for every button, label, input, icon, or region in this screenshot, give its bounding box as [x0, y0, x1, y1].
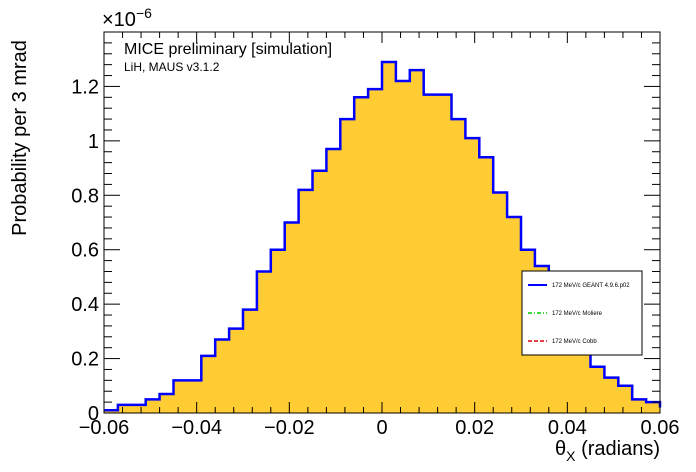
histogram-bar — [104, 410, 119, 413]
histogram-bar — [117, 404, 133, 413]
y-tick-label: 0.4 — [71, 294, 99, 316]
histogram-bar — [395, 80, 411, 413]
histogram-bar — [368, 89, 383, 414]
histogram-bar — [131, 404, 146, 413]
x-tick-label: −0.06 — [79, 417, 130, 439]
x-tick-label: −0.04 — [171, 417, 222, 439]
axis-ticks — [103, 31, 661, 414]
histogram-bar — [173, 380, 188, 413]
histogram-bar — [145, 399, 160, 413]
histogram-bar — [340, 119, 355, 413]
y-tick-label: 0.6 — [71, 240, 99, 262]
histogram-bar — [312, 170, 327, 413]
x-tick-label: 0 — [376, 417, 387, 439]
y-tick-label: 0.2 — [71, 349, 99, 371]
histogram-bar — [493, 192, 508, 413]
legend: 172 MeV/c GEANT 4.9.6.p02 172 MeV/c Moli… — [521, 270, 643, 356]
histogram-bar — [326, 149, 341, 413]
histogram-bar — [256, 271, 272, 413]
histogram-bar — [632, 399, 647, 413]
histogram-bar — [423, 94, 438, 413]
y-tick-label: 0 — [88, 403, 99, 425]
y-tick-label: 1 — [88, 131, 99, 153]
legend-label-geant: 172 MeV/c GEANT 4.9.6.p02 — [552, 283, 630, 289]
annotation-version: LiH, MAUS v3.1.2 — [124, 60, 220, 74]
histogram-bar — [201, 355, 216, 413]
y-tick-labels: 0 0.2 0.4 0.6 0.8 1 1.2 — [71, 76, 99, 425]
histogram-bar — [284, 222, 299, 413]
histogram-bar — [409, 70, 424, 413]
histogram-bar — [382, 61, 397, 413]
histogram-bar — [618, 385, 633, 413]
y-axis-title: Probability per 3 mrad — [9, 40, 31, 236]
histogram-bar — [604, 377, 619, 413]
histogram-bar — [451, 119, 466, 413]
y-tick-label: 1.2 — [71, 76, 99, 98]
x-tick-label: 0.02 — [455, 417, 494, 439]
histogram-bar — [354, 97, 369, 414]
histogram-bar — [243, 309, 258, 413]
histogram-bar — [479, 157, 494, 413]
histogram-bar — [159, 393, 174, 413]
histogram-bar — [437, 94, 452, 413]
y-tick-label: 0.8 — [71, 185, 99, 207]
legend-label-moliere: 172 MeV/c Moliere — [552, 311, 603, 317]
histogram-bar — [646, 402, 661, 413]
x-tick-label: −0.02 — [264, 417, 315, 439]
histogram-bar — [590, 366, 605, 413]
annotation-preliminary: MICE preliminary [simulation] — [124, 41, 332, 58]
histogram-bars — [104, 61, 661, 414]
x-axis-title: θX (radians) — [555, 438, 660, 464]
x-tick-labels: −0.06 −0.04 −0.02 0 0.02 0.04 0.06 — [79, 417, 680, 439]
x-tick-label: 0.04 — [548, 417, 587, 439]
y-exponent: ×10−6 — [102, 5, 152, 31]
x-tick-label: 0.06 — [641, 417, 680, 439]
histogram-bar — [187, 380, 202, 413]
histogram-bar — [298, 189, 313, 413]
histogram-bar — [270, 249, 285, 413]
histogram-bar — [229, 328, 244, 413]
legend-label-cobb: 172 MeV/c Cobb — [552, 339, 597, 345]
histogram-bar — [215, 339, 230, 413]
histogram-bar — [576, 342, 591, 413]
histogram-bar — [507, 217, 522, 413]
histogram-bar — [465, 138, 480, 413]
